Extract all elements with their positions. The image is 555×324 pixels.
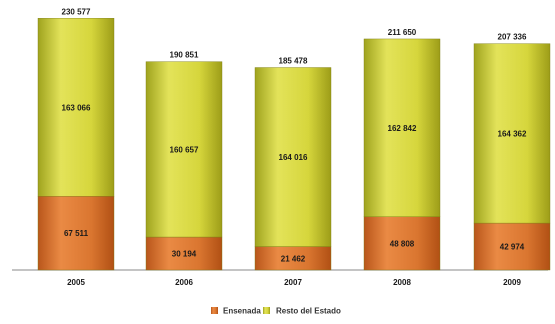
total-label-2007: 185 478 xyxy=(279,57,308,66)
labels-layer: 67 511 163 066 230 577 30 194 160 657 190 851… xyxy=(62,7,527,263)
label-resto-2006: 160 657 xyxy=(170,145,199,154)
bar-resto-2008 xyxy=(363,38,441,217)
bar-ensenada-2009 xyxy=(473,222,551,271)
label-ensenada-2007: 21 462 xyxy=(281,254,306,263)
x-tick-2008: 2008 xyxy=(393,278,411,287)
x-tick-2009: 2009 xyxy=(503,278,521,287)
x-tick-2006: 2006 xyxy=(175,278,193,287)
label-ensenada-2006: 30 194 xyxy=(172,250,197,259)
legend: Ensenada Resto del Estado xyxy=(211,307,341,316)
bar-ensenada-2008 xyxy=(363,216,441,271)
bar-resto-2005 xyxy=(37,18,115,197)
legend-label-resto: Resto del Estado xyxy=(276,307,341,316)
label-resto-2009: 164 362 xyxy=(498,129,527,138)
bar-resto-2009 xyxy=(473,43,551,224)
x-tick-2005: 2005 xyxy=(67,278,85,287)
label-resto-2005: 163 066 xyxy=(62,103,91,112)
x-tick-2007: 2007 xyxy=(284,278,302,287)
bar-ensenada-2005 xyxy=(37,196,115,271)
total-label-2008: 211 650 xyxy=(388,28,417,37)
label-ensenada-2008: 48 808 xyxy=(390,239,415,248)
bar-resto-2006 xyxy=(145,61,223,238)
x-ticks-layer: 2005 2006 2007 2008 2009 xyxy=(67,278,521,287)
label-resto-2008: 162 842 xyxy=(388,124,417,133)
legend-label-ensenada: Ensenada xyxy=(223,307,261,316)
bar-resto-2007 xyxy=(254,67,332,247)
total-label-2009: 207 336 xyxy=(498,33,527,42)
bars-layer xyxy=(37,18,551,271)
legend-swatch-ensenada xyxy=(211,307,218,314)
total-label-2006: 190 851 xyxy=(170,51,199,60)
label-ensenada-2005: 67 511 xyxy=(64,229,89,238)
legend-swatch-resto xyxy=(263,307,270,314)
total-label-2005: 230 577 xyxy=(62,7,91,16)
label-resto-2007: 164 016 xyxy=(279,153,308,162)
label-ensenada-2009: 42 974 xyxy=(500,243,525,252)
